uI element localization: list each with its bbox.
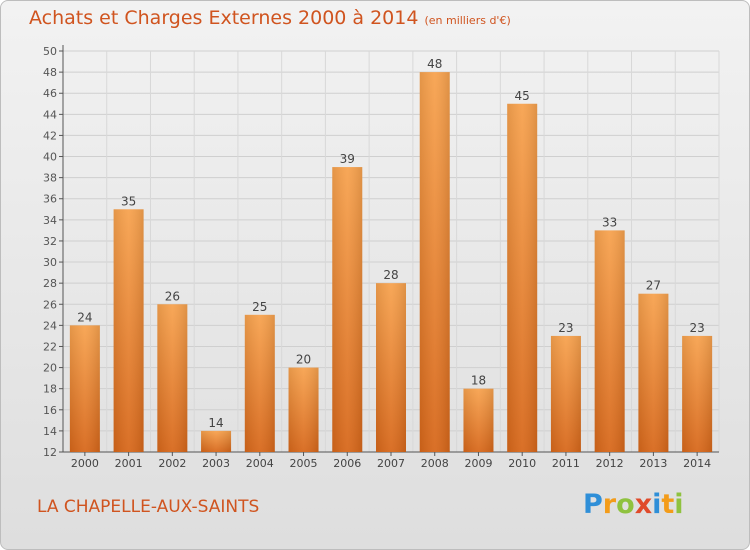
data-label: 28 [383,268,398,282]
x-tick-label: 2014 [683,457,711,470]
data-label: 27 [646,279,661,293]
x-tick-label: 2000 [71,457,99,470]
chart-unit-label: (en milliers d'€) [424,14,511,27]
proxiti-logo[interactable]: Proxiti [583,489,684,520]
chart-title: Achats et Charges Externes 2000 à 2014 (e… [29,7,511,29]
y-tick-label: 46 [43,87,57,100]
data-label: 25 [252,300,267,314]
bar-shade [594,230,625,452]
y-tick-label: 26 [43,298,57,311]
data-label: 39 [340,152,355,166]
data-label: 35 [121,194,136,208]
bar-shade [507,103,538,453]
x-tick-label: 2002 [158,457,186,470]
y-tick-label: 28 [43,277,57,290]
x-tick-label: 2008 [421,457,449,470]
logo-letter: o [616,489,635,520]
bar-shade [201,430,232,452]
y-tick-label: 22 [43,340,57,353]
bars [69,72,713,453]
x-tick-label: 2011 [552,457,580,470]
y-tick-label: 48 [43,66,57,79]
y-tick-label: 20 [43,362,57,375]
y-tick-label: 24 [43,319,57,332]
y-tick-label: 44 [43,108,57,121]
bar-shade [332,167,363,452]
y-tick-label: 16 [43,404,57,417]
logo-letter: i [652,489,662,520]
x-tick-label: 2009 [464,457,492,470]
bar-shade [69,325,100,452]
chart-title-text: Achats et Charges Externes 2000 à 2014 [29,7,419,29]
x-tick-label: 2007 [377,457,405,470]
y-tick-label: 40 [43,151,57,164]
data-label: 23 [558,321,573,335]
y-tick-label: 30 [43,256,57,269]
x-tick-label: 2012 [596,457,624,470]
x-tick-label: 2003 [202,457,230,470]
data-label: 20 [296,353,311,367]
y-tick-label: 12 [43,446,57,459]
x-tick-label: 2004 [246,457,274,470]
data-label: 33 [602,215,617,229]
y-tick-label: 36 [43,193,57,206]
y-tick-label: 38 [43,172,57,185]
logo-letter: i [674,489,684,520]
x-tick-label: 2013 [639,457,667,470]
data-label: 48 [427,57,442,71]
x-tick-label: 2001 [115,457,143,470]
commune-name: LA CHAPELLE-AUX-SAINTS [37,497,260,517]
data-label: 26 [165,289,180,303]
logo-letter: x [634,489,653,520]
x-tick-label: 2006 [333,457,361,470]
data-label: 24 [77,310,92,324]
y-tick-label: 32 [43,235,57,248]
logo-letter: P [583,489,603,520]
bar-shade [376,283,406,452]
bar-shade [113,209,144,452]
y-tick-label: 34 [43,214,57,227]
bar-shade [550,335,581,452]
data-label: 45 [515,89,530,103]
logo-letter: t [661,489,675,520]
x-tick-label: 2005 [290,457,318,470]
bar-shade [157,304,188,452]
x-tick-label: 2010 [508,457,536,470]
data-label: 18 [471,374,486,388]
data-label: 14 [208,416,223,430]
y-tick-label: 18 [43,383,57,396]
y-tick-label: 14 [43,425,57,438]
y-tick-label: 50 [43,45,57,58]
y-tick-label: 42 [43,129,57,142]
bar-shade [682,335,713,452]
bar-shade [638,293,669,452]
data-label: 23 [689,321,704,335]
bar-shade [288,367,319,452]
data-labels: 24 2000 35 2001 26 2002 14 2003 25 2004 20 2005 39 20… [71,57,711,470]
bar-shade [463,388,494,452]
bar-shade [419,72,450,453]
bar-shade [244,314,275,452]
logo-letter: r [602,489,617,520]
